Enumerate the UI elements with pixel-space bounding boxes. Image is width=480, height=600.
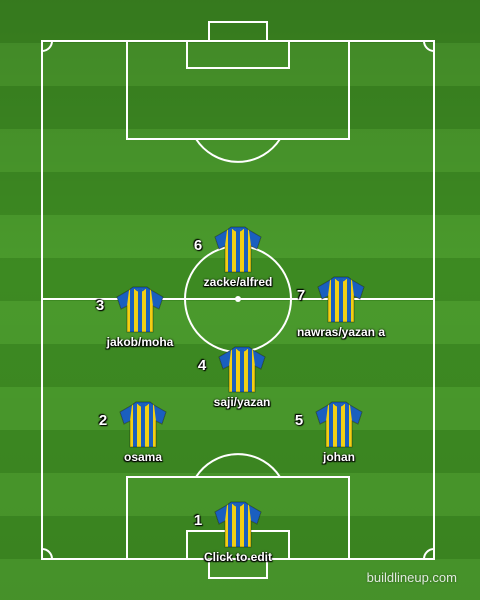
corner-arc-bottom-left: [41, 548, 53, 560]
player-name: johan: [323, 450, 355, 464]
player-name: saji/yazan: [213, 395, 271, 409]
jersey-icon: [217, 345, 267, 393]
jersey-icon: [115, 285, 165, 333]
corner-arc-top-left: [41, 40, 53, 52]
jersey-icon: [316, 275, 366, 323]
player-name: osama: [123, 450, 163, 464]
player-number: 3: [95, 297, 105, 314]
player-number: 7: [296, 287, 306, 304]
player-7[interactable]: 7 nawras/yazan a: [276, 275, 406, 339]
player-number: 5: [294, 412, 304, 429]
center-spot: [235, 296, 241, 302]
player-3[interactable]: 3 jakob/moha: [75, 285, 205, 349]
player-6[interactable]: 6 zacke/alfred: [173, 225, 303, 289]
bottom-penalty-arc: [195, 453, 281, 478]
player-number: 6: [193, 237, 203, 254]
top-goal-area: [186, 40, 290, 69]
jersey-icon: [118, 400, 168, 448]
player-name: zacke/alfred: [203, 275, 273, 289]
player-number: 1: [193, 512, 203, 529]
player-name: Click to edit: [203, 550, 272, 564]
bottom-goal: [208, 558, 268, 579]
player-name: jakob/moha: [106, 335, 174, 349]
player-4[interactable]: 4 saji/yazan: [177, 345, 307, 409]
player-2[interactable]: 2 osama: [78, 400, 208, 464]
player-name: nawras/yazan a: [296, 325, 386, 339]
jersey-icon: [314, 400, 364, 448]
jersey-icon: [213, 500, 263, 548]
jersey-icon: [213, 225, 263, 273]
top-goal: [208, 21, 268, 42]
top-penalty-arc: [195, 138, 281, 163]
player-number: 4: [197, 357, 207, 374]
player-number: 2: [98, 412, 108, 429]
site-watermark[interactable]: buildlineup.com: [366, 570, 457, 585]
corner-arc-top-right: [423, 40, 435, 52]
player-5[interactable]: 5 johan: [274, 400, 404, 464]
top-penalty-area: [126, 40, 350, 140]
corner-arc-bottom-right: [423, 548, 435, 560]
player-1[interactable]: 1 Click to edit: [173, 500, 303, 564]
